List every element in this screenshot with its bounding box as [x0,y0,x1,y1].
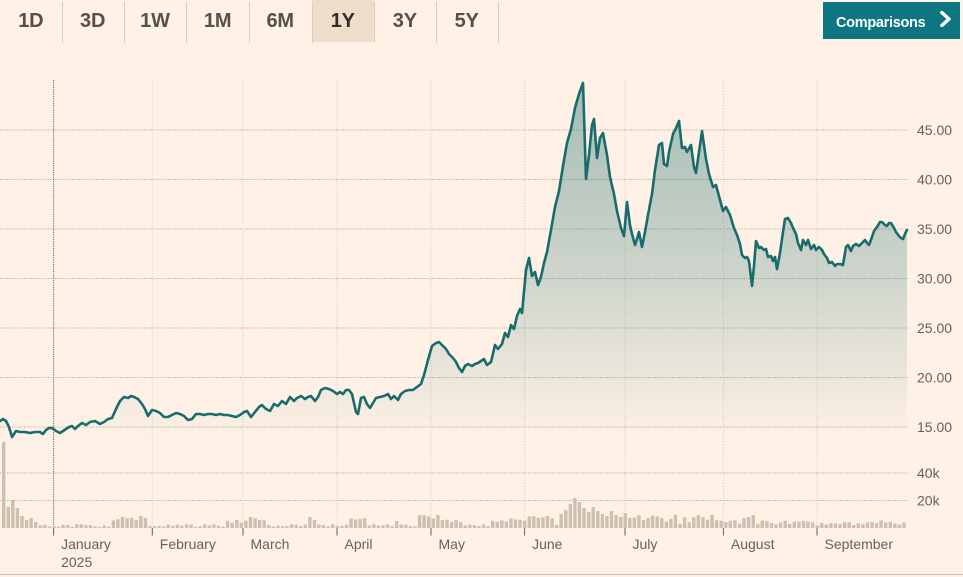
svg-text:35.00: 35.00 [917,221,952,237]
svg-text:July: July [633,536,658,552]
svg-text:May: May [439,536,465,552]
svg-text:20.00: 20.00 [917,370,952,386]
svg-text:25.00: 25.00 [917,320,952,336]
svg-text:April: April [345,536,373,552]
svg-text:September: September [825,536,894,552]
svg-text:40k: 40k [917,465,941,481]
svg-text:40.00: 40.00 [917,172,952,188]
svg-text:2025: 2025 [61,554,92,570]
svg-text:15.00: 15.00 [917,419,952,435]
svg-text:March: March [251,536,290,552]
svg-text:30.00: 30.00 [917,271,952,287]
svg-text:August: August [731,536,775,552]
svg-text:20k: 20k [917,493,941,509]
svg-text:February: February [160,536,216,552]
svg-text:January: January [61,536,111,552]
svg-text:June: June [532,536,563,552]
svg-text:45.00: 45.00 [917,122,952,138]
